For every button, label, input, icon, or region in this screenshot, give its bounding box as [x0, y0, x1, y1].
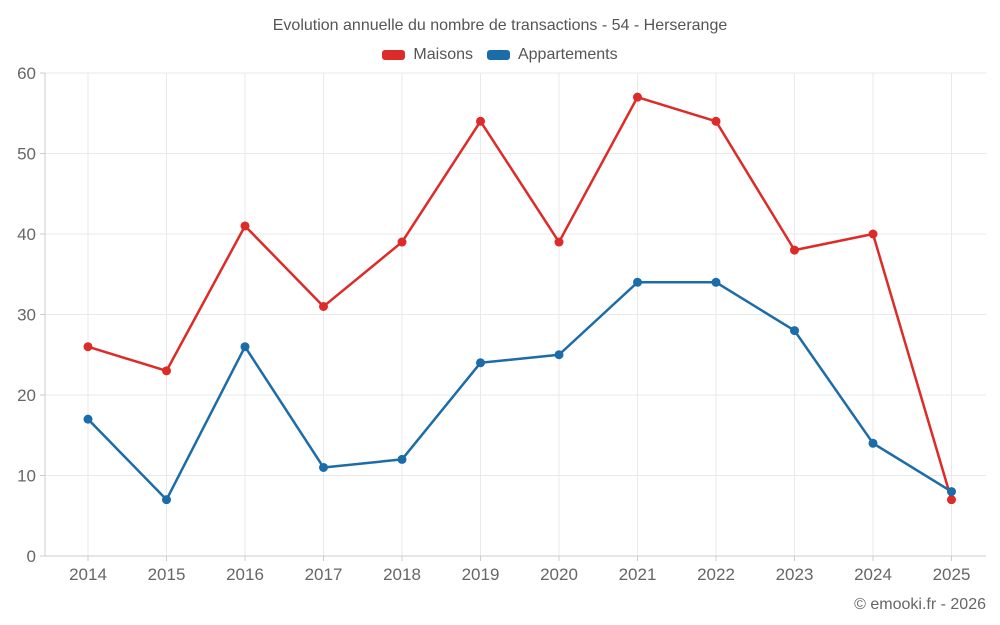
x-tick-label: 2025: [933, 565, 971, 584]
x-tick-label: 2017: [305, 565, 343, 584]
legend-label-appartements: Appartements: [517, 46, 618, 63]
maisons-point-2023: [790, 245, 799, 255]
x-tick-label: 2022: [697, 565, 735, 584]
maisons-point-2017: [319, 301, 328, 311]
maisons-point-2024: [868, 229, 878, 239]
maisons-point-2016: [240, 221, 250, 231]
appartements-point-2015: [162, 495, 171, 505]
maisons-color-swatch: [382, 50, 406, 60]
maisons-point-2015: [162, 366, 171, 376]
appartements-point-2016: [240, 342, 250, 352]
y-tick-label: 60: [17, 64, 36, 83]
maisons-point-2022: [711, 116, 721, 126]
appartements-point-2017: [319, 462, 328, 472]
maisons-point-2021: [633, 92, 642, 102]
y-tick-label: 0: [27, 547, 36, 566]
x-tick-label: 2021: [619, 565, 657, 584]
legend-label-maisons: Maisons: [413, 46, 473, 63]
maisons-point-2018: [397, 237, 407, 247]
y-tick-label: 20: [17, 386, 36, 405]
maisons-point-2014: [83, 342, 93, 352]
maisons-line: [86, 95, 953, 501]
y-tick-label: 30: [17, 306, 36, 325]
appartements-point-2020: [554, 350, 564, 360]
x-tick-label: 2014: [69, 565, 107, 584]
y-tick-label: 10: [17, 467, 36, 486]
appartements-point-2025: [947, 487, 956, 497]
appartements-point-2021: [633, 277, 642, 287]
x-tick-label: 2023: [776, 565, 814, 584]
appartements-point-2024: [868, 438, 878, 448]
y-tick-label: 50: [17, 145, 36, 164]
appartements-point-2022: [711, 277, 721, 287]
chart-legend: Maisons Appartements: [0, 46, 1000, 64]
appartements-point-2023: [790, 326, 799, 336]
x-tick-label: 2018: [383, 565, 421, 584]
x-tick-label: 2019: [462, 565, 500, 584]
appartements-line: [86, 281, 953, 501]
appartements-point-2019: [476, 358, 485, 368]
x-tick-label: 2016: [226, 565, 264, 584]
chart-title: Evolution annuelle du nombre de transact…: [272, 17, 728, 34]
credit-text: © emooki.fr - 2026: [854, 596, 986, 613]
maisons-point-2020: [554, 237, 564, 247]
y-tick-label: 40: [17, 225, 36, 244]
appartements-point-2018: [397, 454, 407, 464]
appartements-point-2014: [83, 414, 93, 424]
x-tick-label: 2020: [540, 565, 578, 584]
x-tick-label: 2015: [148, 565, 186, 584]
maisons-point-2019: [476, 116, 485, 126]
appartements-color-swatch: [486, 50, 510, 60]
legend-item-maisons: Maisons: [382, 46, 473, 64]
legend-item-appartements: Appartements: [486, 46, 618, 64]
maisons-point-2025: [947, 495, 956, 505]
x-tick-label: 2024: [854, 565, 892, 584]
